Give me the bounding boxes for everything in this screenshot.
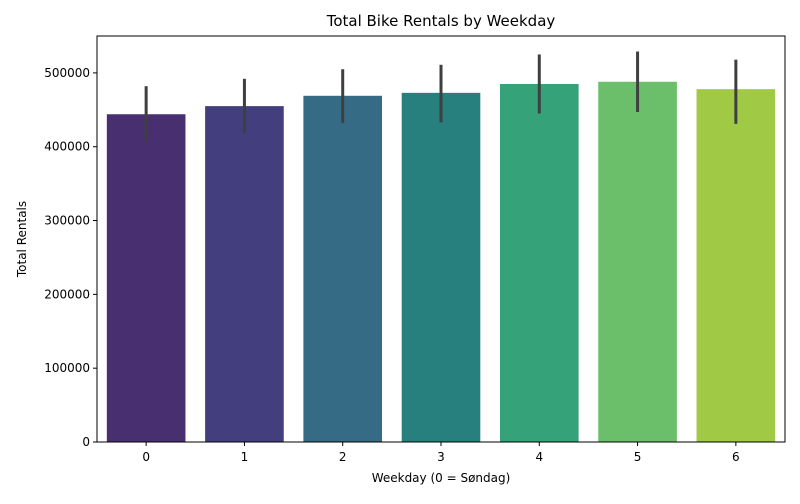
y-tick-label: 300000 <box>44 214 90 228</box>
x-tick-label: 5 <box>634 450 642 464</box>
x-tick-label: 3 <box>437 450 445 464</box>
chart-title: Total Bike Rentals by Weekday <box>326 12 556 30</box>
bar-weekday-0 <box>106 114 186 442</box>
bar-weekday-5 <box>598 81 677 442</box>
bar-weekday-1 <box>205 106 284 443</box>
y-tick-label: 200000 <box>44 287 90 301</box>
y-tick-label: 100000 <box>44 361 90 375</box>
y-axis-label: Total Rentals <box>15 201 29 278</box>
x-tick-label: 2 <box>339 450 347 464</box>
x-tick-label: 4 <box>535 450 543 464</box>
x-tick-label: 0 <box>142 450 150 464</box>
plot-frame <box>96 35 786 443</box>
x-axis-label: Weekday (0 = Søndag) <box>372 471 511 485</box>
x-tick-label: 1 <box>241 450 249 464</box>
bar-weekday-4 <box>499 83 579 443</box>
x-axis: 0 1 2 3 4 5 6 <box>142 442 740 464</box>
bar-weekday-3 <box>401 92 481 442</box>
error-bars-layer <box>144 51 738 142</box>
y-axis: 0 100000 200000 300000 400000 500000 <box>44 66 97 449</box>
bar-weekday-6 <box>696 89 776 442</box>
bar-weekday-2 <box>303 95 383 442</box>
y-tick-label: 500000 <box>44 66 90 80</box>
x-tick-label: 6 <box>732 450 740 464</box>
y-tick-label: 400000 <box>44 140 90 154</box>
y-tick-label: 0 <box>82 435 90 449</box>
bars-layer <box>106 81 776 443</box>
